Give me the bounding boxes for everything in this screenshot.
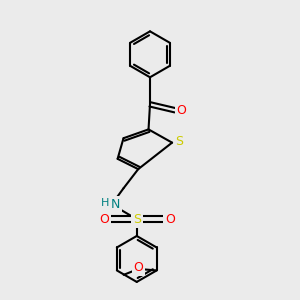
Text: O: O — [177, 104, 186, 117]
Text: S: S — [133, 213, 141, 226]
Text: H: H — [101, 198, 110, 208]
Text: O: O — [99, 213, 109, 226]
Text: O: O — [165, 213, 175, 226]
Text: O: O — [134, 261, 143, 274]
Text: S: S — [176, 135, 183, 148]
Text: N: N — [111, 198, 120, 211]
